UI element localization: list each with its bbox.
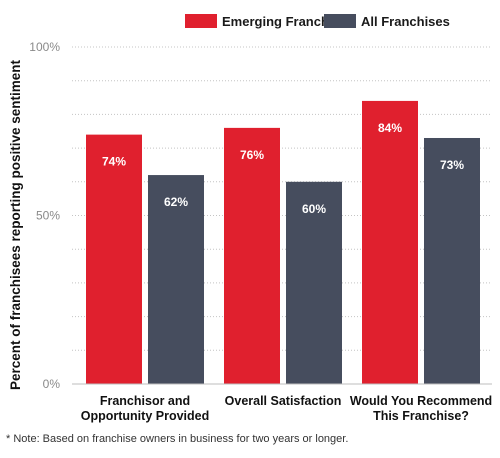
- bar: [424, 137, 480, 384]
- bar: [362, 100, 418, 385]
- bar-value-label: 60%: [302, 202, 326, 216]
- x-category-label: This Franchise?: [373, 409, 469, 423]
- bar-value-label: 73%: [440, 158, 464, 172]
- bar-value-label: 62%: [164, 195, 188, 209]
- footnote: * Note: Based on franchise owners in bus…: [6, 433, 348, 445]
- bar: [148, 175, 204, 384]
- y-axis-label: Percent of franchisees reporting positiv…: [8, 59, 23, 390]
- legend-swatch: [324, 14, 356, 28]
- x-category-label: Overall Satisfaction: [225, 394, 342, 408]
- legend-swatch: [185, 14, 217, 28]
- x-category-label: Franchisor and: [100, 394, 190, 408]
- legend-label: Emerging Franchises: [222, 14, 354, 29]
- x-category-label: Opportunity Provided: [81, 409, 209, 423]
- bar-value-label: 76%: [240, 148, 264, 162]
- legend-label: All Franchises: [361, 14, 450, 29]
- bar-value-label: 74%: [102, 155, 126, 169]
- y-tick-label: 100%: [29, 40, 60, 54]
- y-tick-label: 0%: [43, 377, 61, 391]
- bar: [86, 134, 142, 384]
- bar: [224, 127, 280, 384]
- y-tick-label: 50%: [36, 209, 60, 223]
- bars: 74% 62% 76% 60% 84% 73%: [86, 100, 480, 385]
- bar: [286, 181, 342, 384]
- y-axis-ticks: 0% 50% 100%: [29, 40, 60, 391]
- bar-value-label: 84%: [378, 121, 402, 135]
- x-category-label: Would You Recommend: [350, 394, 492, 408]
- legend: Emerging Franchises All Franchises: [185, 14, 450, 29]
